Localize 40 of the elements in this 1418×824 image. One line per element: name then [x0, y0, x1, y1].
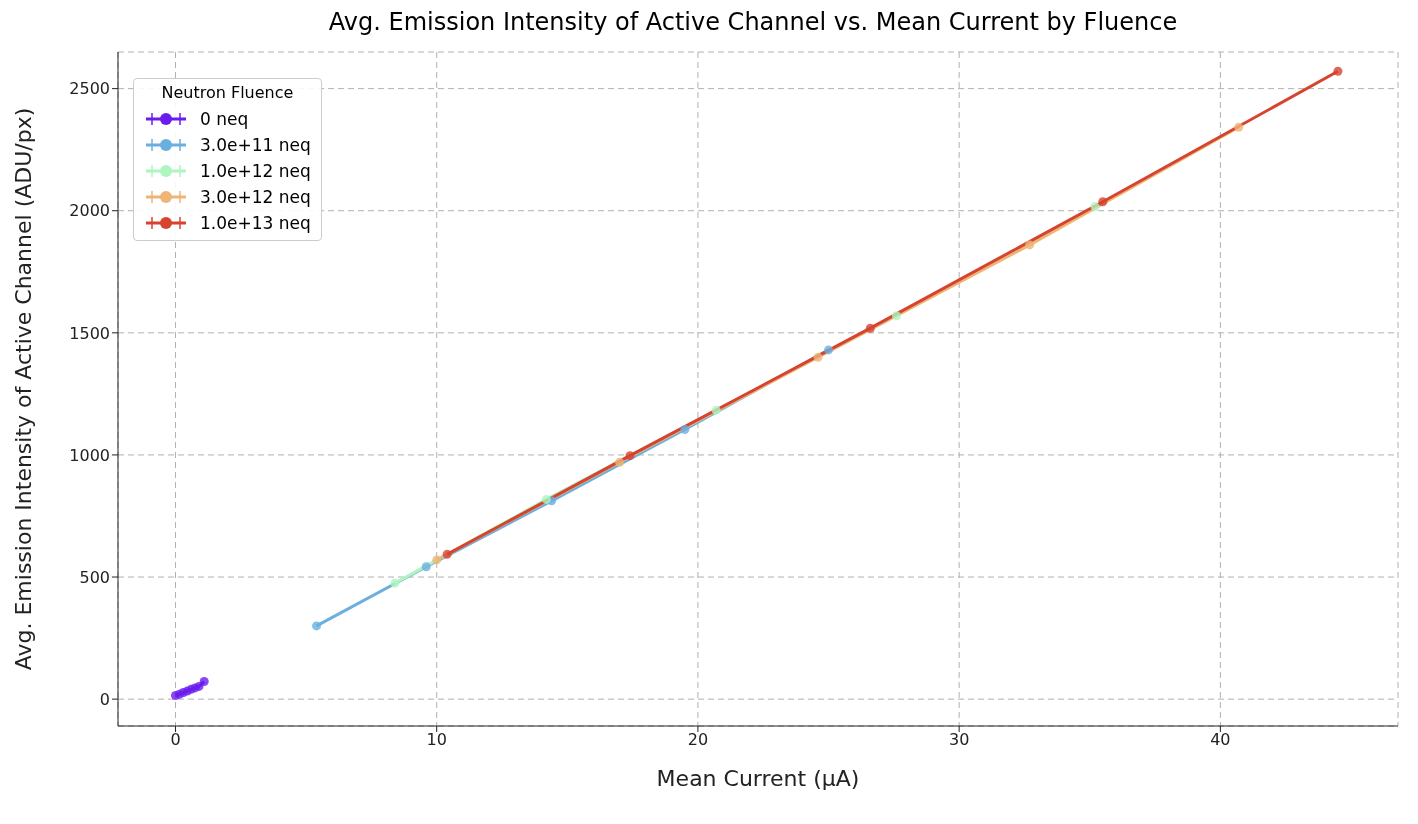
point — [891, 311, 901, 321]
point — [312, 621, 322, 631]
y-tick-label: 2500 — [69, 79, 110, 99]
legend-label: 1.0e+13 neq — [200, 213, 311, 233]
point — [1333, 66, 1343, 76]
y-tick-label: 1000 — [69, 445, 110, 465]
legend-title: Neutron Fluence — [160, 83, 295, 102]
point — [541, 494, 551, 504]
legend-label: 3.0e+12 neq — [200, 187, 311, 207]
point — [615, 457, 625, 467]
point — [711, 405, 721, 415]
point — [1090, 202, 1100, 212]
x-tick-label: 20 — [687, 730, 709, 750]
legend-label: 1.0e+12 neq — [200, 161, 311, 181]
point — [390, 578, 400, 588]
x-tick-label: 10 — [426, 730, 447, 750]
y-tick-label: 500 — [79, 567, 110, 587]
x-tick-label: 40 — [1210, 730, 1231, 750]
x-tick-label: 0 — [170, 730, 181, 750]
point — [680, 425, 690, 435]
x-axis-title: Mean Current (µA) — [656, 766, 860, 791]
point — [442, 549, 452, 559]
legend-label: 0 neq — [200, 109, 249, 129]
point — [199, 677, 209, 687]
point — [625, 451, 635, 461]
point — [1098, 197, 1108, 207]
chart-title: Avg. Emission Intensity of Active Channel vs. Mean Current by Fluence — [327, 8, 1179, 38]
point — [824, 345, 834, 355]
point — [865, 323, 875, 333]
y-tick-label: 0 — [99, 689, 110, 709]
x-tick-label: 30 — [948, 730, 970, 750]
point — [813, 352, 823, 362]
y-tick-label: 1500 — [69, 323, 110, 343]
y-tick-label: 2000 — [69, 201, 110, 221]
point — [421, 562, 431, 572]
point — [432, 555, 442, 565]
legend-label: 3.0e+11 neq — [200, 135, 311, 155]
point — [1025, 240, 1035, 250]
y-axis-title: Avg. Emission Intensity of Active Channel (ADU/px) — [10, 107, 36, 671]
point — [1234, 122, 1244, 132]
